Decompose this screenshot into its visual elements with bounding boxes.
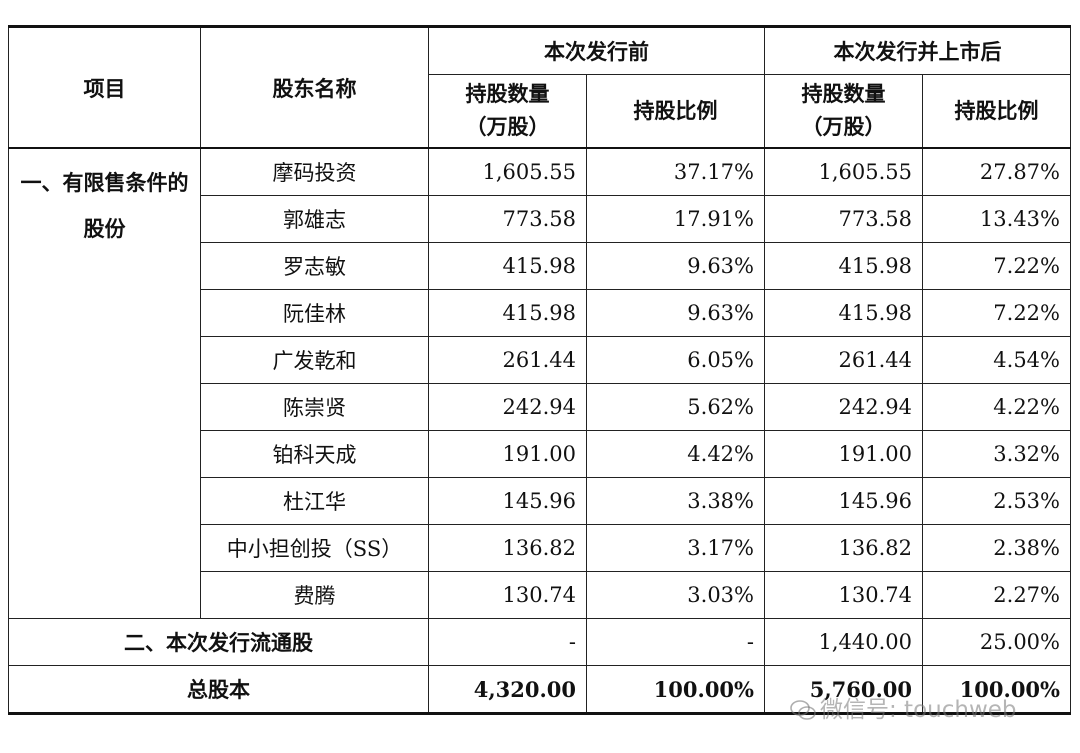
after-qty: 191.00 — [764, 430, 923, 478]
after-qty: 261.44 — [764, 336, 923, 384]
shareholder-name: 罗志敏 — [200, 242, 429, 290]
table-row: 一、有限售条件的股份 摩码投资 1,605.55 37.17% 1,605.55… — [8, 147, 1071, 619]
before-pct: 9.63% — [586, 289, 765, 337]
before-qty: 415.98 — [428, 289, 587, 337]
before-qty: 191.00 — [428, 430, 587, 478]
category-restricted-shares: 一、有限售条件的股份 — [8, 147, 201, 619]
shareholder-name: 摩码投资 — [200, 147, 429, 196]
before-qty: 136.82 — [428, 524, 587, 572]
total-label: 总股本 — [8, 665, 429, 715]
after-pct: 25.00% — [922, 618, 1071, 666]
after-pct: 4.22% — [922, 383, 1071, 431]
header-after-ratio: 持股比例 — [922, 74, 1071, 149]
table-row: 阮佳林 415.98 9.63% 415.98 7.22% — [9, 289, 1071, 337]
after-pct: 7.22% — [922, 242, 1071, 290]
before-qty: 261.44 — [428, 336, 587, 384]
shareholder-name: 铂科天成 — [200, 430, 429, 478]
after-qty: 1,440.00 — [764, 618, 923, 666]
shareholder-name: 郭雄志 — [200, 195, 429, 243]
header-after-qty: 持股数量 （万股） — [764, 74, 923, 149]
after-qty: 136.82 — [764, 524, 923, 572]
table-row: 费腾 130.74 3.03% 130.74 2.27% — [9, 571, 1071, 619]
shareholder-name: 中小担创投（SS） — [200, 524, 429, 572]
header-after: 本次发行并上市后 — [764, 25, 1071, 75]
category-circulating-shares: 二、本次发行流通股 — [8, 618, 429, 666]
table-row: 中小担创投（SS） 136.82 3.17% 136.82 2.38% — [9, 524, 1071, 572]
after-pct: 4.54% — [922, 336, 1071, 384]
before-pct: 6.05% — [586, 336, 765, 384]
before-pct: 17.91% — [586, 195, 765, 243]
table-row: 铂科天成 191.00 4.42% 191.00 3.32% — [9, 430, 1071, 478]
after-qty: 1,605.55 — [764, 147, 923, 196]
before-pct: 9.63% — [586, 242, 765, 290]
before-pct: 3.38% — [586, 477, 765, 525]
shareholding-table: 项目 股东名称 本次发行前 本次发行并上市后 持股数量 （万股） 持股比例 持股数… — [8, 25, 1071, 715]
before-pct: 3.17% — [586, 524, 765, 572]
before-pct: 5.62% — [586, 383, 765, 431]
after-pct: 2.27% — [922, 571, 1071, 619]
shareholder-name: 杜江华 — [200, 477, 429, 525]
before-qty: 1,605.55 — [428, 147, 587, 196]
before-qty: 242.94 — [428, 383, 587, 431]
before-qty: 145.96 — [428, 477, 587, 525]
before-qty: - — [428, 618, 587, 666]
total-after-pct: 100.00% — [922, 665, 1071, 715]
before-pct: 37.17% — [586, 147, 765, 196]
after-qty: 130.74 — [764, 571, 923, 619]
after-pct: 2.38% — [922, 524, 1071, 572]
watermark: 微信号: touchweb — [790, 690, 1017, 724]
shareholder-name: 费腾 — [200, 571, 429, 619]
table-row: 陈崇贤 242.94 5.62% 242.94 4.22% — [9, 383, 1071, 431]
table-row-total: 总股本 4,320.00 100.00% 5,760.00 100.00% — [8, 665, 1071, 715]
shareholder-name: 阮佳林 — [200, 289, 429, 337]
header-before-qty: 持股数量 （万股） — [428, 74, 587, 149]
before-qty: 773.58 — [428, 195, 587, 243]
after-qty: 242.94 — [764, 383, 923, 431]
watermark-text: 微信号: touchweb — [820, 697, 1017, 723]
table-row: 杜江华 145.96 3.38% 145.96 2.53% — [9, 477, 1071, 525]
after-qty: 415.98 — [764, 289, 923, 337]
table-row: 广发乾和 261.44 6.05% 261.44 4.54% — [9, 336, 1071, 384]
shareholder-name: 广发乾和 — [200, 336, 429, 384]
after-pct: 7.22% — [922, 289, 1071, 337]
after-pct: 3.32% — [922, 430, 1071, 478]
table-row-circulating: 二、本次发行流通股 - - 1,440.00 25.00% — [8, 618, 1071, 666]
before-qty: 415.98 — [428, 242, 587, 290]
total-before-qty: 4,320.00 — [428, 665, 587, 715]
after-qty: 773.58 — [764, 195, 923, 243]
total-before-pct: 100.00% — [586, 665, 765, 715]
wechat-icon — [790, 700, 816, 720]
before-pct: - — [586, 618, 765, 666]
before-pct: 3.03% — [586, 571, 765, 619]
header-before-ratio: 持股比例 — [586, 74, 765, 149]
header-before: 本次发行前 — [428, 25, 765, 75]
after-pct: 13.43% — [922, 195, 1071, 243]
after-qty: 415.98 — [764, 242, 923, 290]
after-qty: 145.96 — [764, 477, 923, 525]
header-item: 项目 — [8, 25, 201, 149]
before-pct: 4.42% — [586, 430, 765, 478]
after-pct: 27.87% — [922, 147, 1071, 196]
before-qty: 130.74 — [428, 571, 587, 619]
after-pct: 2.53% — [922, 477, 1071, 525]
header-shareholder: 股东名称 — [200, 25, 429, 149]
table-row: 罗志敏 415.98 9.63% 415.98 7.22% — [9, 242, 1071, 290]
shareholder-name: 陈崇贤 — [200, 383, 429, 431]
